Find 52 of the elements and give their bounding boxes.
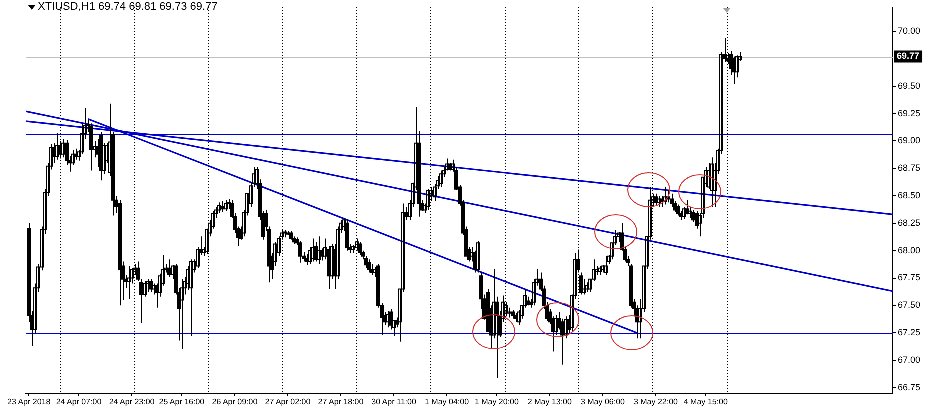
x-tick-label: 27 Apr 18:00 bbox=[318, 397, 364, 406]
candlestick bbox=[476, 240, 480, 274]
candlestick bbox=[190, 259, 194, 337]
candlestick bbox=[554, 315, 558, 336]
chart-title: XTIUSD,H1 69.74 69.81 69.73 69.77 bbox=[38, 1, 218, 13]
x-tick-label: 2 May 13:00 bbox=[528, 397, 573, 406]
candlestick bbox=[440, 170, 444, 188]
x-tick-label: 4 May 15:00 bbox=[684, 397, 728, 406]
candlestick bbox=[144, 281, 148, 298]
candlestick bbox=[710, 157, 714, 208]
candlestick bbox=[62, 138, 66, 158]
candlestick bbox=[318, 236, 322, 265]
x-tick-label: 23 Apr 2018 bbox=[8, 397, 52, 406]
y-tick-label: 69.25 bbox=[898, 108, 921, 118]
y-tick-label: 70.00 bbox=[898, 26, 921, 36]
y-tick-label: 68.00 bbox=[898, 245, 921, 256]
candlestick bbox=[658, 196, 662, 208]
candlestick bbox=[128, 266, 132, 300]
y-tick-label: 68.75 bbox=[898, 163, 921, 174]
candlestick bbox=[224, 200, 228, 212]
x-tick-label: 3 May 22:00 bbox=[634, 397, 679, 406]
candlestick bbox=[56, 133, 60, 160]
y-tick-label: 66.75 bbox=[898, 382, 921, 392]
x-tick-label: 27 Apr 02:00 bbox=[265, 397, 312, 406]
candlestick bbox=[582, 278, 586, 296]
y-tick-label: 67.75 bbox=[898, 272, 921, 283]
y-tick-label: 67.50 bbox=[898, 300, 921, 310]
y-tick-label: 67.25 bbox=[898, 328, 921, 338]
candlestick bbox=[664, 186, 668, 206]
x-tick-label: 26 Apr 09:00 bbox=[212, 397, 258, 406]
x-tick-label: 30 Apr 11:00 bbox=[372, 397, 417, 406]
y-tick-label: 69.00 bbox=[898, 136, 921, 146]
y-tick-label: 67.00 bbox=[898, 354, 921, 365]
y-tick-label: 68.25 bbox=[898, 218, 921, 228]
x-tick-label: 1 May 20:00 bbox=[474, 397, 520, 406]
candlestick bbox=[688, 206, 692, 218]
candlestick bbox=[180, 278, 184, 350]
candlestick bbox=[152, 283, 156, 296]
candlestick bbox=[218, 202, 222, 214]
candlestick bbox=[312, 238, 316, 262]
x-tick-label: 3 May 06:00 bbox=[580, 397, 626, 406]
candlestick bbox=[146, 278, 150, 294]
x-tick-label: 24 Apr 07:00 bbox=[56, 397, 102, 406]
candlestick bbox=[386, 310, 390, 328]
candlestick bbox=[586, 282, 590, 294]
ref-line-label: 69.77 bbox=[897, 51, 920, 62]
y-tick-label: 69.50 bbox=[898, 80, 921, 91]
x-tick-label: 24 Apr 23:00 bbox=[109, 397, 156, 406]
candlestick bbox=[604, 256, 608, 276]
x-tick-label: 1 May 04:00 bbox=[425, 397, 470, 406]
y-tick-label: 68.50 bbox=[898, 190, 921, 200]
x-tick-label: 25 Apr 16:00 bbox=[159, 397, 206, 406]
